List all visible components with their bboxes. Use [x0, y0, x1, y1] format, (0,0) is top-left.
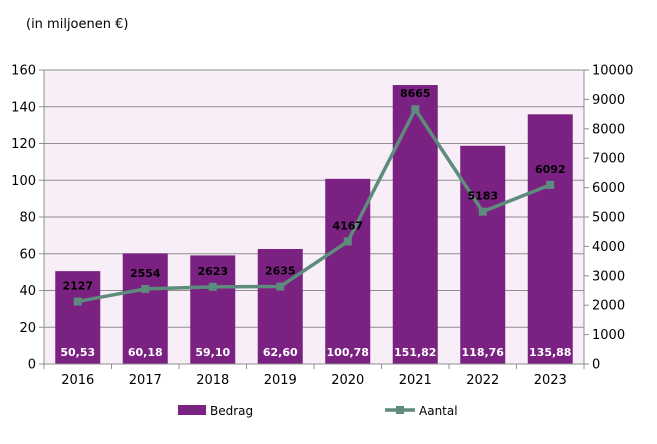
bar-2016 [55, 271, 101, 364]
legend-marker-aantal [396, 406, 404, 414]
y-left-tick-label: 60 [19, 247, 36, 262]
x-tick-label: 2020 [331, 373, 364, 388]
y-right-tick-label: 7000 [592, 152, 625, 167]
point-2017 [141, 284, 150, 293]
bar-2021 [392, 85, 438, 364]
point-2019 [276, 282, 285, 291]
point-2018 [208, 282, 217, 291]
y-left-tick-label: 140 [11, 100, 36, 115]
point-value-label: 8665 [400, 87, 431, 100]
y-right-tick-label: 3000 [592, 269, 625, 284]
bar-value-label: 151,82 [394, 346, 436, 359]
series-line-aantal [77, 107, 551, 304]
point-value-label: 5183 [467, 190, 498, 203]
point-2016 [73, 297, 82, 306]
bar-value-label: 50,53 [60, 346, 95, 359]
bar-2022 [460, 145, 506, 364]
y-right-tick-label: 10000 [592, 64, 633, 79]
legend: Bedrag Aantal [178, 404, 458, 418]
bar-2018 [190, 255, 236, 364]
point-2023 [546, 180, 555, 189]
unit-label: (in miljoenen €) [26, 17, 128, 32]
y-left-tick-label: 80 [19, 211, 36, 226]
bar-value-label: 100,78 [327, 346, 369, 359]
bar-value-label: 118,76 [462, 346, 505, 359]
y-right-tick-label: 9000 [592, 93, 625, 108]
point-2021 [411, 105, 420, 114]
bar-2019 [257, 248, 303, 364]
x-tick-label: 2016 [61, 373, 94, 388]
bar-series-bedrag: 50,53 60,18 59,10 62,60 100,78 151,82 118,76 13… [55, 85, 573, 365]
bar-2023 [527, 114, 573, 365]
point-value-label: 2127 [62, 279, 93, 292]
legend-label-aantal: Aantal [419, 404, 458, 418]
bar-value-label: 135,88 [529, 346, 571, 359]
y-right-tick-label: 5000 [592, 211, 625, 226]
axes: 0 20 40 60 80 100 120 140 160 0 1000 2000 3000 4000 50… [11, 64, 633, 389]
bar-value-label: 62,60 [263, 346, 298, 359]
legend-swatch-bedrag [178, 405, 206, 415]
x-tick-label: 2022 [466, 373, 499, 388]
bar-value-label: 60,18 [128, 346, 163, 359]
bar-value-label: 59,10 [195, 346, 230, 359]
y-left-tick-label: 100 [11, 174, 36, 189]
y-left-tick-label: 20 [19, 321, 36, 336]
y-right-tick-label: 4000 [592, 240, 625, 255]
point-value-label: 2554 [130, 267, 161, 280]
x-tick-label: 2019 [264, 373, 297, 388]
point-2020 [343, 237, 352, 246]
bar-2017 [122, 253, 168, 364]
point-value-label: 2623 [197, 265, 228, 278]
y-left-tick-label: 160 [11, 64, 36, 79]
y-left-tick-label: 0 [28, 358, 36, 373]
y-right-tick-label: 2000 [592, 299, 625, 314]
x-tick-label: 2023 [534, 373, 567, 388]
x-tick-label: 2021 [399, 373, 432, 388]
y-left-tick-label: 40 [19, 284, 36, 299]
x-tick-label: 2018 [196, 373, 229, 388]
point-value-label: 6092 [535, 163, 566, 176]
point-value-label: 2635 [265, 265, 296, 278]
y-left-tick-label: 120 [11, 137, 36, 152]
bar-2020 [325, 178, 371, 364]
y-right-tick-label: 1000 [592, 328, 625, 343]
y-right-tick-label: 0 [592, 358, 600, 373]
line-series-aantal: 2127 2554 2623 2635 4167 8665 5183 6092 [62, 87, 566, 306]
y-right-tick-label: 8000 [592, 122, 625, 137]
point-value-label: 4167 [332, 219, 363, 232]
y-right-tick-label: 6000 [592, 181, 625, 196]
point-2022 [478, 207, 487, 216]
legend-label-bedrag: Bedrag [210, 404, 253, 418]
x-tick-label: 2017 [129, 373, 162, 388]
